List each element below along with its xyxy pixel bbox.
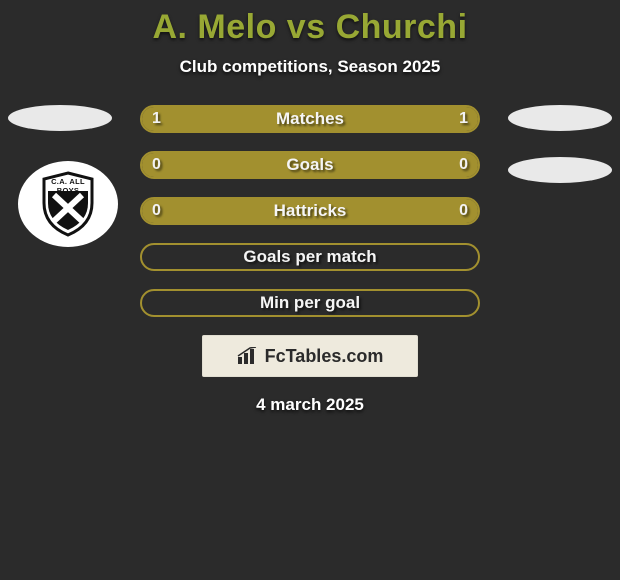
- page-subtitle: Club competitions, Season 2025: [0, 57, 620, 77]
- stat-row: 1Matches1: [140, 105, 480, 133]
- club-logo-right: [508, 157, 612, 183]
- stat-label: Hattricks: [142, 199, 478, 223]
- brand-label: FcTables.com: [265, 346, 384, 367]
- stat-row: Min per goal: [140, 289, 480, 317]
- stat-label: Min per goal: [142, 291, 478, 315]
- date-label: 4 march 2025: [0, 395, 620, 415]
- stat-label: Matches: [142, 107, 478, 131]
- stat-row: Goals per match: [140, 243, 480, 271]
- comparison-card: A. Melo vs Churchi Club competitions, Se…: [0, 0, 620, 415]
- stat-label: Goals per match: [142, 245, 478, 269]
- stat-row: 0Hattricks0: [140, 197, 480, 225]
- page-title: A. Melo vs Churchi: [0, 8, 620, 47]
- stats-area: C.A. ALL BOYS 1Matches10Goals00Hattricks…: [0, 105, 620, 317]
- player-photo-left: [8, 105, 112, 131]
- stat-row: 0Goals0: [140, 151, 480, 179]
- club-logo-left: C.A. ALL BOYS: [18, 161, 118, 247]
- player-photo-right: [508, 105, 612, 131]
- shield-icon: C.A. ALL BOYS: [40, 171, 96, 237]
- stat-value-right: 1: [459, 107, 468, 131]
- bar-chart-icon: [237, 347, 259, 365]
- club-badge-text: C.A. ALL BOYS: [40, 177, 96, 195]
- stat-value-right: 0: [459, 199, 468, 223]
- stat-value-right: 0: [459, 153, 468, 177]
- brand-badge[interactable]: FcTables.com: [202, 335, 418, 377]
- stat-label: Goals: [142, 153, 478, 177]
